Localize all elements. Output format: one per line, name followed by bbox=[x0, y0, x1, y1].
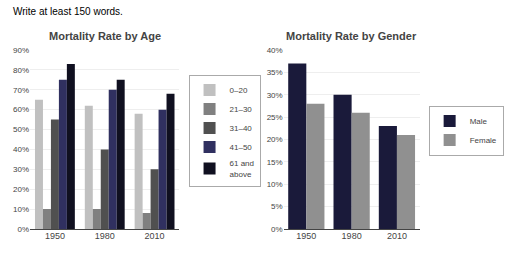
svg-text:21–30: 21–30 bbox=[230, 105, 253, 114]
svg-text:2010: 2010 bbox=[145, 231, 165, 241]
svg-text:5%: 5% bbox=[271, 202, 283, 211]
svg-text:40%: 40% bbox=[13, 145, 29, 154]
svg-text:0%: 0% bbox=[271, 225, 283, 234]
svg-text:10%: 10% bbox=[267, 180, 283, 189]
svg-text:Write at least 150 words.: Write at least 150 words. bbox=[13, 6, 123, 17]
svg-text:Mortality Rate by Gender: Mortality Rate by Gender bbox=[286, 30, 417, 42]
svg-text:0–20: 0–20 bbox=[230, 86, 248, 95]
svg-text:61 andabove: 61 andabove bbox=[230, 159, 254, 178]
svg-text:30%: 30% bbox=[267, 91, 283, 100]
svg-text:Mortality Rate by Age: Mortality Rate by Age bbox=[49, 30, 161, 42]
svg-text:41–50: 41–50 bbox=[230, 143, 253, 152]
svg-text:1950: 1950 bbox=[45, 231, 65, 241]
svg-text:1950: 1950 bbox=[296, 231, 316, 241]
svg-text:70%: 70% bbox=[13, 86, 29, 95]
svg-text:35%: 35% bbox=[267, 68, 283, 77]
svg-text:80%: 80% bbox=[13, 66, 29, 75]
svg-text:31–40: 31–40 bbox=[230, 124, 253, 133]
svg-text:15%: 15% bbox=[267, 158, 283, 167]
svg-text:30%: 30% bbox=[13, 165, 29, 174]
svg-text:50%: 50% bbox=[13, 125, 29, 134]
svg-text:40%: 40% bbox=[267, 46, 283, 55]
svg-text:0%: 0% bbox=[17, 225, 29, 234]
svg-text:20%: 20% bbox=[267, 135, 283, 144]
svg-text:90%: 90% bbox=[13, 46, 29, 55]
svg-text:1980: 1980 bbox=[95, 231, 115, 241]
svg-text:25%: 25% bbox=[267, 113, 283, 122]
svg-text:1980: 1980 bbox=[342, 231, 362, 241]
svg-text:20%: 20% bbox=[13, 185, 29, 194]
svg-text:Female: Female bbox=[470, 136, 497, 145]
svg-text:60%: 60% bbox=[13, 105, 29, 114]
svg-text:2010: 2010 bbox=[387, 231, 407, 241]
svg-text:10%: 10% bbox=[13, 205, 29, 214]
svg-text:Male: Male bbox=[470, 117, 488, 126]
